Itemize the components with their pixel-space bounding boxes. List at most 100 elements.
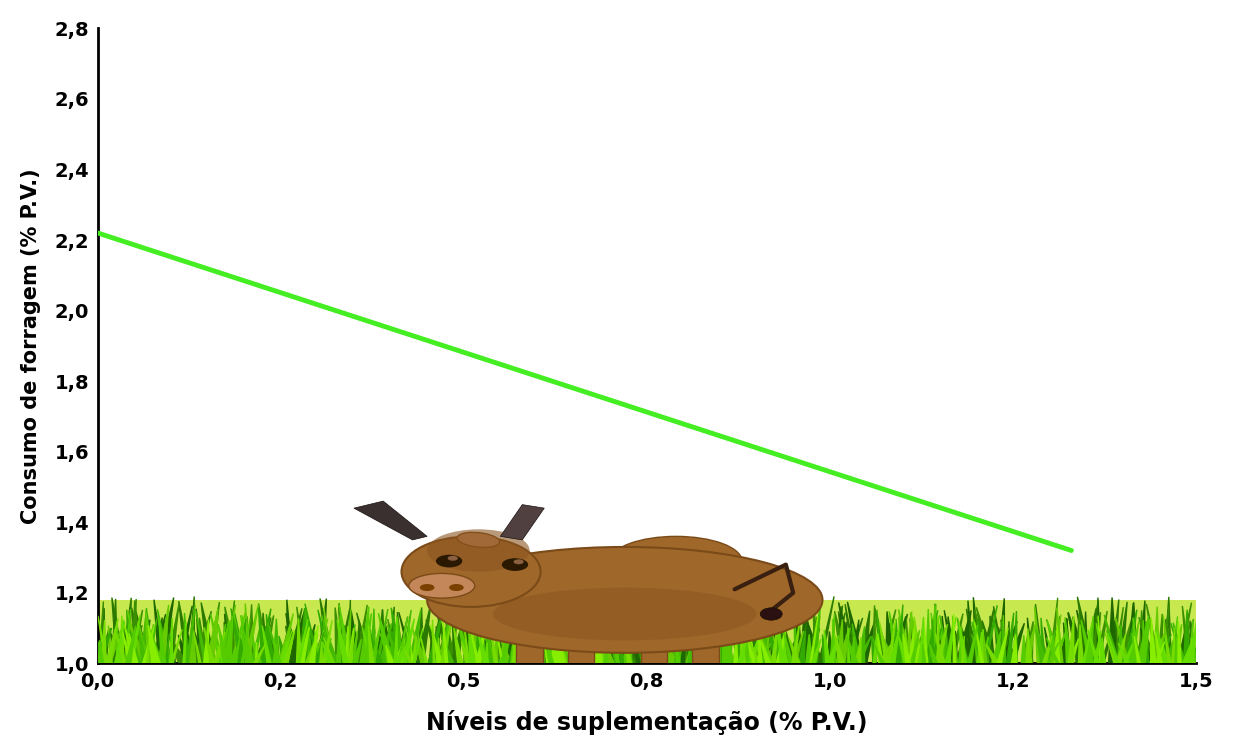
Polygon shape (979, 629, 983, 663)
Bar (97, 600, 1196, 663)
Polygon shape (644, 633, 655, 663)
Polygon shape (349, 633, 354, 663)
Polygon shape (516, 634, 529, 663)
Polygon shape (534, 619, 539, 663)
Polygon shape (225, 607, 238, 663)
Polygon shape (158, 605, 169, 663)
Polygon shape (354, 501, 427, 540)
Polygon shape (714, 606, 722, 663)
Polygon shape (242, 615, 254, 663)
Polygon shape (262, 627, 270, 663)
Polygon shape (929, 629, 942, 663)
Polygon shape (139, 620, 149, 663)
Polygon shape (259, 603, 269, 663)
Polygon shape (1006, 621, 1011, 663)
Polygon shape (660, 622, 674, 663)
Polygon shape (792, 631, 803, 663)
Polygon shape (1083, 609, 1096, 663)
Polygon shape (1118, 613, 1134, 663)
Polygon shape (937, 616, 939, 663)
Polygon shape (114, 626, 127, 663)
Polygon shape (626, 625, 633, 663)
Polygon shape (945, 617, 956, 663)
Polygon shape (1178, 634, 1186, 663)
Polygon shape (638, 633, 644, 663)
Polygon shape (940, 615, 950, 663)
Polygon shape (1171, 616, 1177, 663)
Polygon shape (201, 603, 216, 663)
Polygon shape (109, 626, 112, 663)
Polygon shape (656, 622, 666, 663)
Polygon shape (833, 619, 835, 663)
Polygon shape (998, 627, 1011, 663)
Polygon shape (376, 630, 395, 663)
Polygon shape (413, 628, 423, 663)
Polygon shape (880, 622, 888, 663)
Polygon shape (223, 605, 236, 663)
Polygon shape (1091, 618, 1097, 663)
Polygon shape (600, 627, 615, 663)
Polygon shape (721, 621, 728, 663)
Polygon shape (296, 607, 306, 663)
Polygon shape (332, 638, 347, 663)
Polygon shape (1072, 617, 1086, 663)
Polygon shape (128, 625, 142, 663)
Polygon shape (1133, 633, 1140, 663)
Polygon shape (286, 600, 292, 663)
Polygon shape (756, 622, 768, 663)
Circle shape (502, 558, 528, 571)
Polygon shape (395, 617, 397, 663)
Polygon shape (227, 622, 242, 663)
Polygon shape (758, 624, 763, 663)
Polygon shape (1048, 621, 1061, 663)
Polygon shape (401, 618, 415, 663)
Polygon shape (524, 603, 532, 663)
Polygon shape (310, 625, 318, 663)
Polygon shape (106, 618, 118, 663)
Polygon shape (761, 640, 770, 663)
Polygon shape (803, 612, 814, 663)
Polygon shape (971, 634, 986, 663)
Polygon shape (1188, 615, 1198, 663)
Polygon shape (397, 617, 407, 663)
Polygon shape (550, 621, 554, 663)
Polygon shape (378, 609, 385, 663)
Polygon shape (611, 637, 618, 663)
Polygon shape (395, 638, 405, 663)
Polygon shape (432, 620, 436, 663)
Polygon shape (677, 618, 682, 663)
Polygon shape (207, 626, 218, 663)
Polygon shape (1082, 622, 1092, 663)
Polygon shape (336, 608, 343, 663)
Polygon shape (320, 642, 322, 663)
Polygon shape (671, 625, 677, 663)
Polygon shape (569, 609, 584, 663)
Polygon shape (159, 627, 168, 663)
Polygon shape (890, 629, 900, 663)
Polygon shape (426, 620, 444, 663)
Polygon shape (1171, 624, 1182, 663)
Polygon shape (545, 606, 549, 663)
Polygon shape (717, 634, 726, 663)
Polygon shape (506, 627, 518, 663)
Polygon shape (691, 602, 698, 663)
Polygon shape (596, 627, 601, 663)
Polygon shape (227, 620, 242, 663)
Polygon shape (592, 599, 597, 663)
Polygon shape (552, 612, 565, 663)
Polygon shape (417, 608, 423, 663)
Polygon shape (135, 635, 148, 663)
Polygon shape (623, 624, 632, 663)
Polygon shape (791, 640, 797, 663)
Polygon shape (386, 646, 394, 663)
Polygon shape (771, 611, 785, 663)
Polygon shape (967, 624, 977, 663)
Polygon shape (263, 633, 280, 663)
Polygon shape (780, 611, 795, 663)
Polygon shape (1134, 636, 1140, 663)
Polygon shape (1098, 615, 1103, 663)
Polygon shape (1024, 621, 1033, 663)
Polygon shape (1157, 628, 1169, 663)
Polygon shape (225, 622, 233, 663)
Polygon shape (607, 624, 617, 663)
